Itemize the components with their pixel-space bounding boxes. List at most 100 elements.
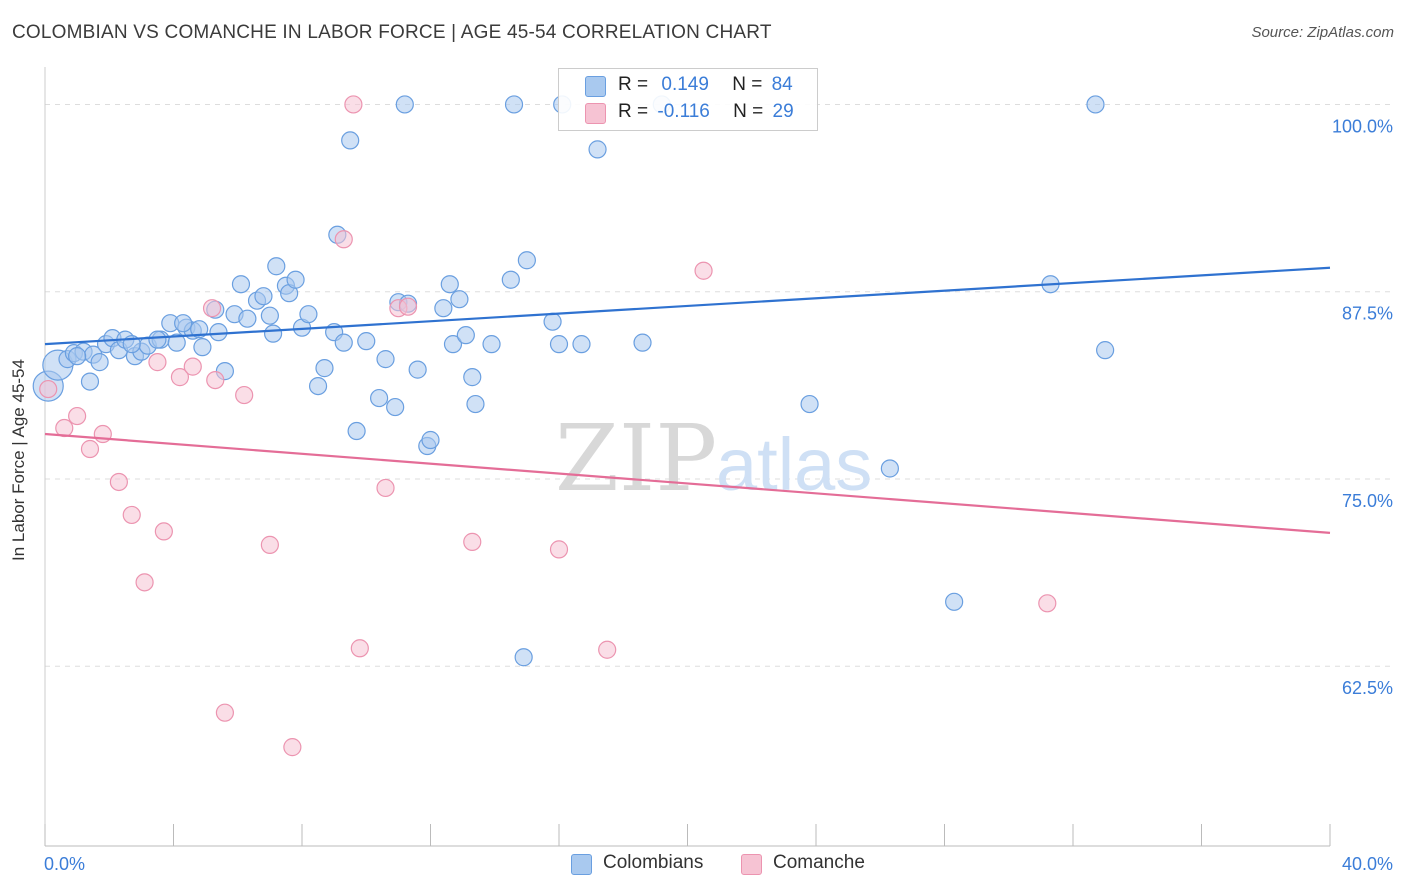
watermark-zip: ZIP [555,405,717,512]
colombians-point [463,368,482,387]
legend-label: Colombians [603,852,704,873]
colombians-point [80,372,100,391]
colombians-point [421,430,440,450]
colombians-point [260,306,279,325]
colombians-point [395,95,414,114]
comanche-point [235,385,254,405]
watermark-atlas: atlas [716,423,872,506]
colombians-point [267,257,286,276]
colombians-point [209,323,228,342]
comanche-point [549,540,569,559]
colombians-point [334,333,353,352]
n-value: 84 [771,74,793,95]
comanche-point [206,370,225,390]
r-label: R = [618,101,649,122]
colombians-point [167,333,186,352]
n-label: N = [733,101,764,122]
comanche-trend-line [44,432,1331,534]
colombians-point [466,394,485,414]
colombians-point [341,131,360,150]
colombians-point [238,309,257,328]
comanche-point [154,522,173,541]
comanche-point [334,230,353,249]
n-value: 29 [772,101,794,122]
comanche-point [170,368,190,387]
chart-title: COLOMBIAN VS COMANCHE IN LABOR FORCE | A… [12,22,772,43]
colombians-point [543,312,562,331]
colombians-point [231,275,251,294]
x-tick-label: 0.0% [44,854,85,874]
colombians-point [633,333,652,352]
colombians-point [501,270,520,289]
comanche-point [598,640,617,659]
stats-legend: R = 0.149 N = 84 R = -0.116 N = 29 [558,68,818,131]
colombians-point [514,648,533,667]
comanche-point [398,297,418,316]
comanche-point [80,439,100,459]
colombians-point [800,394,819,414]
colombians-point [1086,95,1105,114]
colombians-point [190,320,209,339]
comanche-point [135,573,154,592]
comanche-swatch [741,854,762,875]
colombians-trend-line [44,266,1331,346]
colombians-point [434,299,453,318]
comanche-point [344,95,363,114]
comanche-point [350,639,369,658]
source-label: Source: ZipAtlas.com [1251,24,1394,41]
colombians-point [945,592,964,611]
comanche-point [183,357,202,376]
y-tick-label: 87.5% [1342,304,1393,324]
colombians-point [517,251,536,270]
colombians-point [357,332,376,351]
colombians-swatch [571,854,592,875]
colombians-point [376,350,395,369]
n-label: N = [732,74,763,95]
colombians-point [1096,341,1115,360]
r-label: R = [618,74,649,95]
watermark: ZIP atlas [555,405,872,512]
colombians-point [370,388,389,408]
trend-lines [44,266,1331,534]
colombians-point [456,326,475,345]
colombians-point [193,338,212,357]
comanche-point [260,535,279,554]
grid-lines [45,103,1390,667]
legend-row-text: R = -0.116 N = 29 [618,101,794,123]
comanche-swatch [585,103,606,124]
comanche-point [376,478,395,498]
colombians-point [174,314,193,333]
colombians-point [68,347,87,366]
comanche-point [215,703,234,722]
colombians-point [286,270,305,289]
colombians-swatch [585,76,606,97]
axes [44,67,1331,847]
colombians-point [308,376,328,396]
colombians-point [588,140,607,159]
x-tick-label: 40.0% [1342,854,1393,874]
colombians-point [408,360,427,379]
series-legend: Colombians Comanche [0,852,1406,878]
comanche-point [1038,594,1057,613]
colombians-point [148,330,167,349]
colombians-point [263,324,283,343]
comanche-point [694,261,713,280]
colombians-point [90,353,109,372]
tick-labels: 62.5% 75.0% 87.5% 100.0% 0.0% 40.0% [44,116,1393,874]
y-tick-label: 100.0% [1332,116,1393,136]
colombians-point [443,335,463,354]
colombians-point [450,290,469,309]
comanche-point [68,406,87,426]
y-tick-label: 62.5% [1342,678,1393,698]
r-value: 0.149 [661,74,709,95]
colombians-point [386,397,405,417]
colombians-point [315,359,334,378]
legend-row-text: R = 0.149 N = 84 [618,74,793,96]
comanche-point [283,738,302,757]
colombians-point [347,421,366,441]
comanche-point [202,299,222,318]
comanche-point [39,379,58,399]
comanche-point [148,353,167,372]
colombians-point [254,287,273,306]
